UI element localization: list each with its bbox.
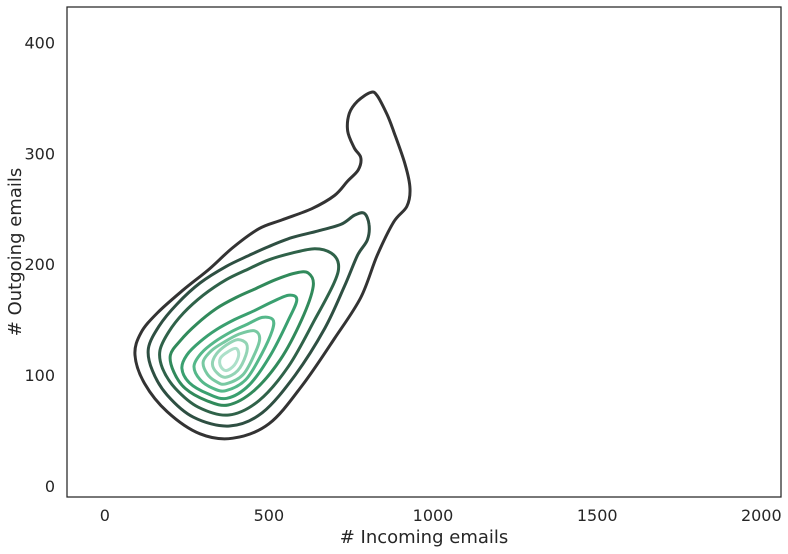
x-tick-label: 1000: [413, 506, 454, 525]
x-tick-label: 1500: [577, 506, 618, 525]
plot-frame: [66, 6, 782, 498]
contour-level-3: [158, 247, 341, 417]
contour-level-8: [210, 338, 249, 379]
x-tick-label: 500: [254, 506, 285, 525]
x-tick-label: 2000: [741, 506, 782, 525]
y-axis-ticks: 0 100 200 300 400: [24, 34, 55, 496]
contour-level-1: [133, 90, 412, 441]
y-tick-label: 0: [45, 477, 55, 496]
contour-level-5: [180, 293, 299, 401]
contour-level-7: [201, 329, 262, 386]
contour-level-2: [146, 211, 371, 428]
contour-level-9: [218, 346, 241, 373]
x-tick-label: 0: [100, 506, 110, 525]
contour-level-4: [168, 270, 315, 407]
y-tick-label: 300: [24, 144, 55, 163]
plot-area: [66, 6, 782, 498]
y-tick-label: 400: [24, 34, 55, 53]
contour-level-6: [192, 315, 276, 393]
y-axis-label: # Outgoing emails: [5, 168, 26, 336]
x-axis-ticks: 0 500 1000 1500 2000: [100, 506, 782, 525]
contour-lines: [133, 90, 412, 441]
y-tick-label: 100: [24, 366, 55, 385]
y-tick-label: 200: [24, 255, 55, 274]
x-axis-label: # Incoming emails: [340, 527, 509, 548]
